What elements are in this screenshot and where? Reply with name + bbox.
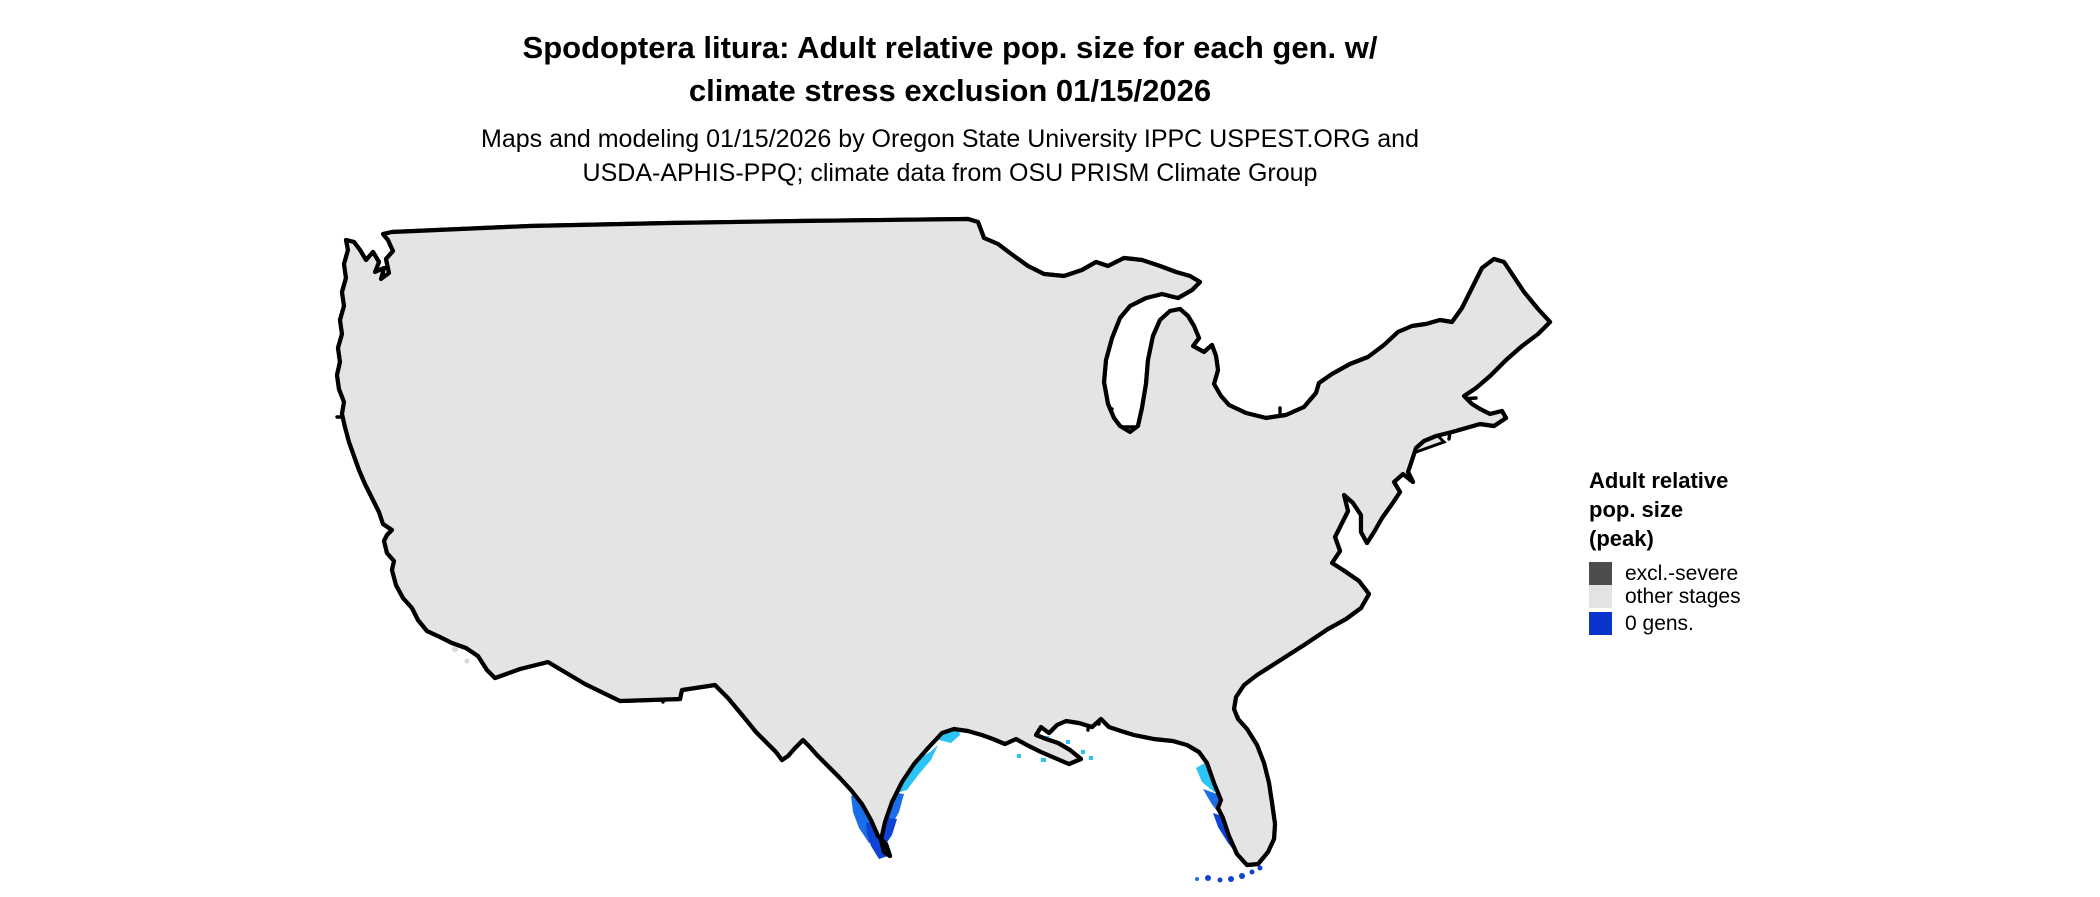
us-map-svg (334, 216, 1553, 883)
map-subtitle-line2: USDA-APHIS-PPQ; climate data from OSU PR… (582, 159, 1318, 187)
map-title-line2: climate stress exclusion 01/15/2026 (688, 73, 1212, 108)
other-stages-label: other stages (1625, 585, 1741, 608)
us-choropleth-map (330, 212, 1570, 892)
legend-title: Adult relative pop. size (peak) (1589, 466, 1889, 553)
excl-severe-swatch (1589, 562, 1612, 585)
legend-items: excl.-severe other stages 0 gens. (1589, 562, 1889, 635)
other-stages-swatch (1589, 585, 1612, 608)
legend-item-excl-severe: excl.-severe (1589, 562, 1889, 585)
legend-title-line1: Adult relative (1589, 468, 1729, 493)
map-subtitle-line1: Maps and modeling 01/15/2026 by Oregon S… (481, 125, 1419, 153)
legend-title-line2: pop. size (1589, 497, 1684, 522)
florida-keys (1195, 865, 1263, 883)
us-coastline-overlay (337, 219, 1550, 865)
page-title: Spodoptera litura: Adult relative pop. s… (0, 26, 1900, 112)
map-subtitle: Maps and modeling 01/15/2026 by Oregon S… (0, 122, 1900, 190)
legend-item-0-gens: 0 gens. (1589, 612, 1889, 635)
legend-item-other-stages: other stages (1589, 585, 1889, 608)
legend-title-line3: (peak) (1589, 526, 1654, 551)
zero-gens-label: 0 gens. (1625, 612, 1694, 635)
excl-severe-label: excl.-severe (1625, 562, 1739, 585)
zero-gens-swatch (1589, 612, 1612, 635)
map-legend: Adult relative pop. size (peak) excl.-se… (1589, 466, 1889, 635)
map-title-line1: Spodoptera litura: Adult relative pop. s… (522, 30, 1378, 65)
